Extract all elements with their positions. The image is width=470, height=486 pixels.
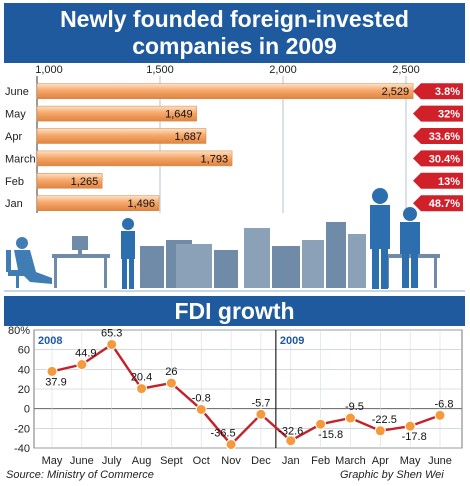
- fdi-growth-title: FDI growth: [174, 298, 295, 324]
- data-point: [315, 418, 327, 430]
- data-point: [404, 420, 416, 432]
- bar: [36, 83, 414, 99]
- x-tick-label: June: [70, 455, 94, 467]
- category-label: Feb: [5, 176, 24, 188]
- x-tick-label: Nov: [221, 455, 241, 467]
- y-tick-label: 0: [24, 404, 30, 416]
- bar-value-label: 1,687: [174, 131, 202, 143]
- bar-value-label: 2,529: [382, 86, 410, 98]
- x-tick-label: Feb: [311, 455, 330, 467]
- bar-value-label: 1,649: [165, 109, 193, 121]
- y-tick-label: 20: [18, 384, 30, 396]
- x-tick-label: Oct: [193, 455, 210, 467]
- title-line-2: companies in 2009: [132, 33, 337, 59]
- category-label: June: [5, 86, 29, 98]
- category-label: Jan: [5, 198, 23, 210]
- x-tick-label: Sept: [160, 455, 183, 467]
- bar-value-label: 1,793: [201, 153, 229, 165]
- bar: [36, 173, 103, 189]
- bar: [36, 105, 197, 122]
- year-label-2009: 2009: [280, 335, 304, 347]
- category-label: May: [5, 109, 26, 121]
- data-label: -6.8: [435, 398, 454, 410]
- y-tick-label: -40: [14, 443, 30, 455]
- growth-label: 32%: [438, 109, 460, 121]
- data-point: [195, 403, 207, 415]
- bar-value-label: 1,496: [127, 198, 155, 210]
- fdi-growth-line-chart: 80% 60 40 20 0 -20 -40 May June July Aug Sept Oct Nov…: [8, 325, 463, 467]
- data-point: [225, 439, 237, 451]
- data-label: -32.6: [278, 426, 303, 438]
- y-tick-label: -20: [14, 423, 30, 435]
- data-point: [285, 435, 297, 447]
- data-label: -9.5: [345, 401, 364, 413]
- category-label: March: [5, 153, 36, 165]
- header-banner: Newly founded foreign-invested companies…: [4, 3, 465, 63]
- office-illustration: [4, 188, 465, 292]
- y-tick-label: 60: [18, 345, 30, 357]
- data-point: [46, 365, 58, 377]
- data-point: [344, 412, 356, 424]
- data-point: [76, 359, 88, 371]
- growth-label: 30.4%: [429, 153, 460, 165]
- bar: [36, 150, 233, 167]
- x-tick-label: 2,000: [269, 64, 297, 76]
- fdi-growth-banner: FDI growth: [4, 296, 465, 326]
- data-point: [136, 383, 148, 395]
- x-tick-label: Dec: [251, 455, 271, 467]
- x-tick-label: 2,500: [392, 64, 420, 76]
- title-line-1: Newly founded foreign-invested: [60, 6, 409, 32]
- data-label: 44.9: [75, 348, 96, 360]
- growth-label: 3.8%: [435, 86, 460, 98]
- data-label: -0.8: [192, 392, 211, 404]
- x-tick-label: July: [102, 455, 122, 467]
- x-tick-label: June: [428, 455, 452, 467]
- growth-badge: [413, 83, 463, 100]
- data-label: 26: [165, 366, 177, 378]
- data-point: [106, 338, 118, 350]
- x-tick-label: Jan: [282, 455, 300, 467]
- data-label: 65.3: [101, 327, 122, 339]
- x-tick-label: March: [335, 455, 366, 467]
- data-point: [165, 377, 177, 389]
- source-note: Source: Ministry of Commerce: [6, 469, 154, 481]
- category-label: Apr: [5, 131, 22, 143]
- x-tick-label: 1,000: [35, 64, 63, 76]
- growth-badge: [413, 150, 463, 167]
- x-tick-label: Apr: [372, 455, 389, 467]
- x-tick-label: May: [400, 455, 421, 467]
- x-tick-label: Aug: [132, 455, 152, 467]
- y-tick-label: 40: [18, 364, 30, 376]
- data-label: -17.8: [402, 431, 427, 443]
- growth-badge: [413, 128, 463, 144]
- graphic-credit: Graphic by Shen Wei: [340, 469, 444, 481]
- data-label: -15.8: [318, 429, 343, 441]
- growth-label: 33.6%: [429, 131, 460, 143]
- x-tick-label: May: [42, 455, 63, 467]
- growth-badge: [413, 105, 463, 122]
- data-point: [255, 408, 267, 420]
- y-tick-label: 80%: [8, 325, 30, 337]
- data-point: [374, 425, 386, 437]
- growth-label: 48.7%: [429, 198, 460, 210]
- data-label: 37.9: [45, 376, 66, 388]
- data-label: -22.5: [372, 414, 397, 426]
- companies-bar-chart: 1,000 1,500 2,000 2,500 June 2,529 3.8% May 1,64…: [5, 64, 463, 213]
- x-tick-label: 1,500: [146, 64, 174, 76]
- bar: [36, 195, 160, 211]
- data-label: -5.7: [251, 397, 270, 409]
- growth-badge: [413, 195, 463, 212]
- bar: [36, 128, 207, 144]
- bar-value-label: 1,265: [71, 176, 99, 188]
- data-label: -36.5: [211, 428, 236, 440]
- data-point: [434, 409, 446, 421]
- growth-badge: [413, 172, 463, 189]
- data-label: 20.4: [131, 372, 152, 384]
- year-label-2008: 2008: [38, 335, 62, 347]
- growth-label: 13%: [438, 176, 460, 188]
